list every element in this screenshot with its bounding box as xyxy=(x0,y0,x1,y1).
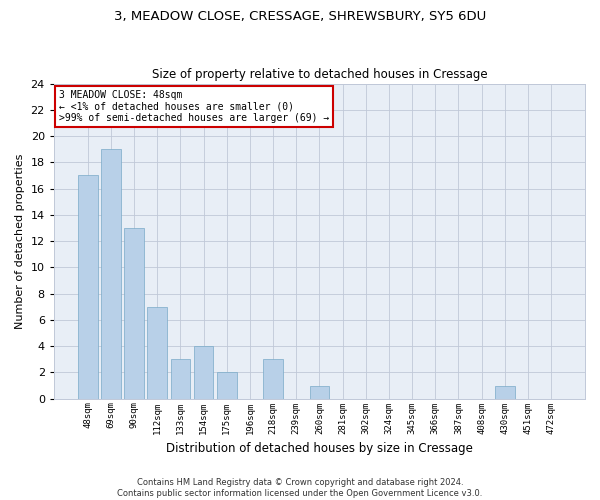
Bar xyxy=(495,386,515,398)
Bar xyxy=(217,372,236,398)
X-axis label: Distribution of detached houses by size in Cressage: Distribution of detached houses by size … xyxy=(166,442,473,455)
Bar xyxy=(101,149,121,398)
Text: 3, MEADOW CLOSE, CRESSAGE, SHREWSBURY, SY5 6DU: 3, MEADOW CLOSE, CRESSAGE, SHREWSBURY, S… xyxy=(114,10,486,23)
Bar xyxy=(263,360,283,399)
Bar xyxy=(124,228,144,398)
Title: Size of property relative to detached houses in Cressage: Size of property relative to detached ho… xyxy=(152,68,487,81)
Text: Contains HM Land Registry data © Crown copyright and database right 2024.
Contai: Contains HM Land Registry data © Crown c… xyxy=(118,478,482,498)
Bar xyxy=(148,306,167,398)
Bar xyxy=(310,386,329,398)
Bar xyxy=(78,176,98,398)
Bar xyxy=(170,360,190,399)
Y-axis label: Number of detached properties: Number of detached properties xyxy=(15,154,25,329)
Bar xyxy=(194,346,214,399)
Text: 3 MEADOW CLOSE: 48sqm
← <1% of detached houses are smaller (0)
>99% of semi-deta: 3 MEADOW CLOSE: 48sqm ← <1% of detached … xyxy=(59,90,329,123)
